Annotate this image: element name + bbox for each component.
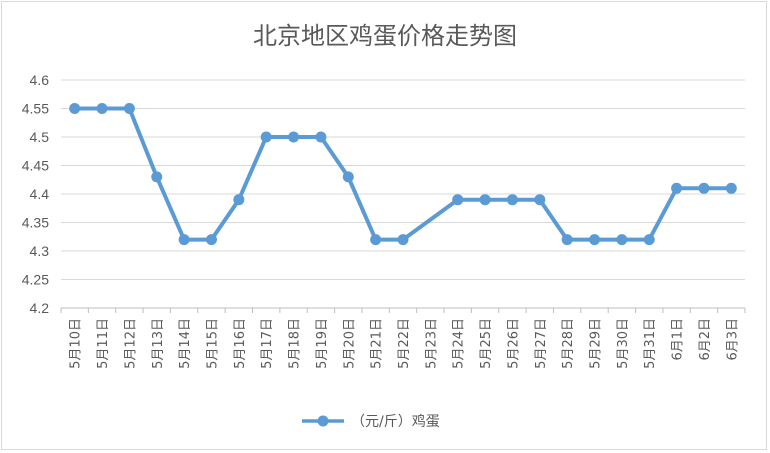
x-tick-label: 5月31日 [643,318,658,369]
x-tick-label: 6月2日 [698,318,713,361]
data-point[interactable] [370,234,382,246]
y-tick-label: 4.3 [30,243,50,259]
x-tick-label: 5月26日 [506,318,521,369]
y-tick-label: 4.45 [22,158,49,174]
data-point[interactable] [452,194,464,206]
chart-title: 北京地区鸡蛋价格走势图 [253,22,517,50]
data-point[interactable] [698,182,710,194]
x-tick-label: 5月17日 [260,318,275,369]
data-point[interactable] [561,234,573,246]
x-tick-label: 5月28日 [561,318,576,369]
y-tick-label: 4.2 [30,300,50,316]
data-point[interactable] [506,194,518,206]
x-tick-label: 5月24日 [452,318,467,369]
data-point[interactable] [205,234,217,246]
data-point[interactable] [589,234,601,246]
data-point[interactable] [534,194,546,206]
x-tick-label: 5月29日 [589,318,604,369]
x-tick-label: 5月27日 [534,318,549,369]
series-line [74,106,732,242]
data-point[interactable] [342,171,354,183]
x-tick-label: 5月30日 [616,318,631,369]
data-point[interactable] [479,194,491,206]
y-tick-label: 4.35 [22,215,49,231]
data-point[interactable] [397,234,409,246]
x-tick-label: 5月21日 [370,318,385,369]
x-tick-label: 5月22日 [397,318,412,369]
x-tick-label: 5月20日 [342,318,357,369]
y-tick-label: 4.5 [30,129,50,145]
series-layer [69,103,737,246]
y-tick-label: 4.6 [30,72,50,88]
x-tick-label: 6月3日 [725,318,740,361]
data-point[interactable] [315,131,327,143]
data-point[interactable] [96,103,108,114]
x-tick-label: 5月10日 [69,318,84,369]
grid-layer [61,79,745,309]
x-tick-label: 5月13日 [151,318,166,369]
x-tick-label: 5月11日 [96,318,111,369]
y-tick-label: 4.4 [30,186,50,202]
data-point[interactable] [123,103,135,114]
data-point[interactable] [725,182,737,194]
data-point[interactable] [671,182,683,194]
x-tick-label: 5月19日 [315,318,330,369]
legend-marker [317,415,329,427]
data-point[interactable] [643,234,655,246]
data-point[interactable] [233,194,245,206]
x-tick-label: 5月12日 [123,318,138,369]
data-point[interactable] [616,234,628,246]
x-tick-label: 5月25日 [479,318,494,369]
x-tick-label: 6月1日 [671,318,686,361]
y-tick-label: 4.55 [22,101,49,117]
legend[interactable]: （元/斤）鸡蛋 [302,413,440,430]
data-point[interactable] [69,103,81,114]
x-tick-label: 5月14日 [178,318,193,369]
x-tick-label: 5月18日 [288,318,303,369]
data-point[interactable] [151,171,163,183]
y-tick-label: 4.25 [22,272,49,288]
data-point[interactable] [260,131,272,143]
data-point[interactable] [178,234,190,246]
y-axis-ticks: 4.2 4.25 4.3 4.35 4.4 4.45 4.5 4.55 4.6 [22,72,49,316]
x-tick-label: 5月15日 [205,318,220,369]
legend-label: （元/斤）鸡蛋 [351,413,440,430]
x-axis-ticks: 5月10日 5月11日 5月12日 5月13日 5月14日 5月15日 5月16日 5月17日… [60,308,746,369]
data-point[interactable] [288,131,300,143]
x-tick-label: 5月23日 [424,318,439,369]
x-tick-label: 5月16日 [233,318,248,369]
